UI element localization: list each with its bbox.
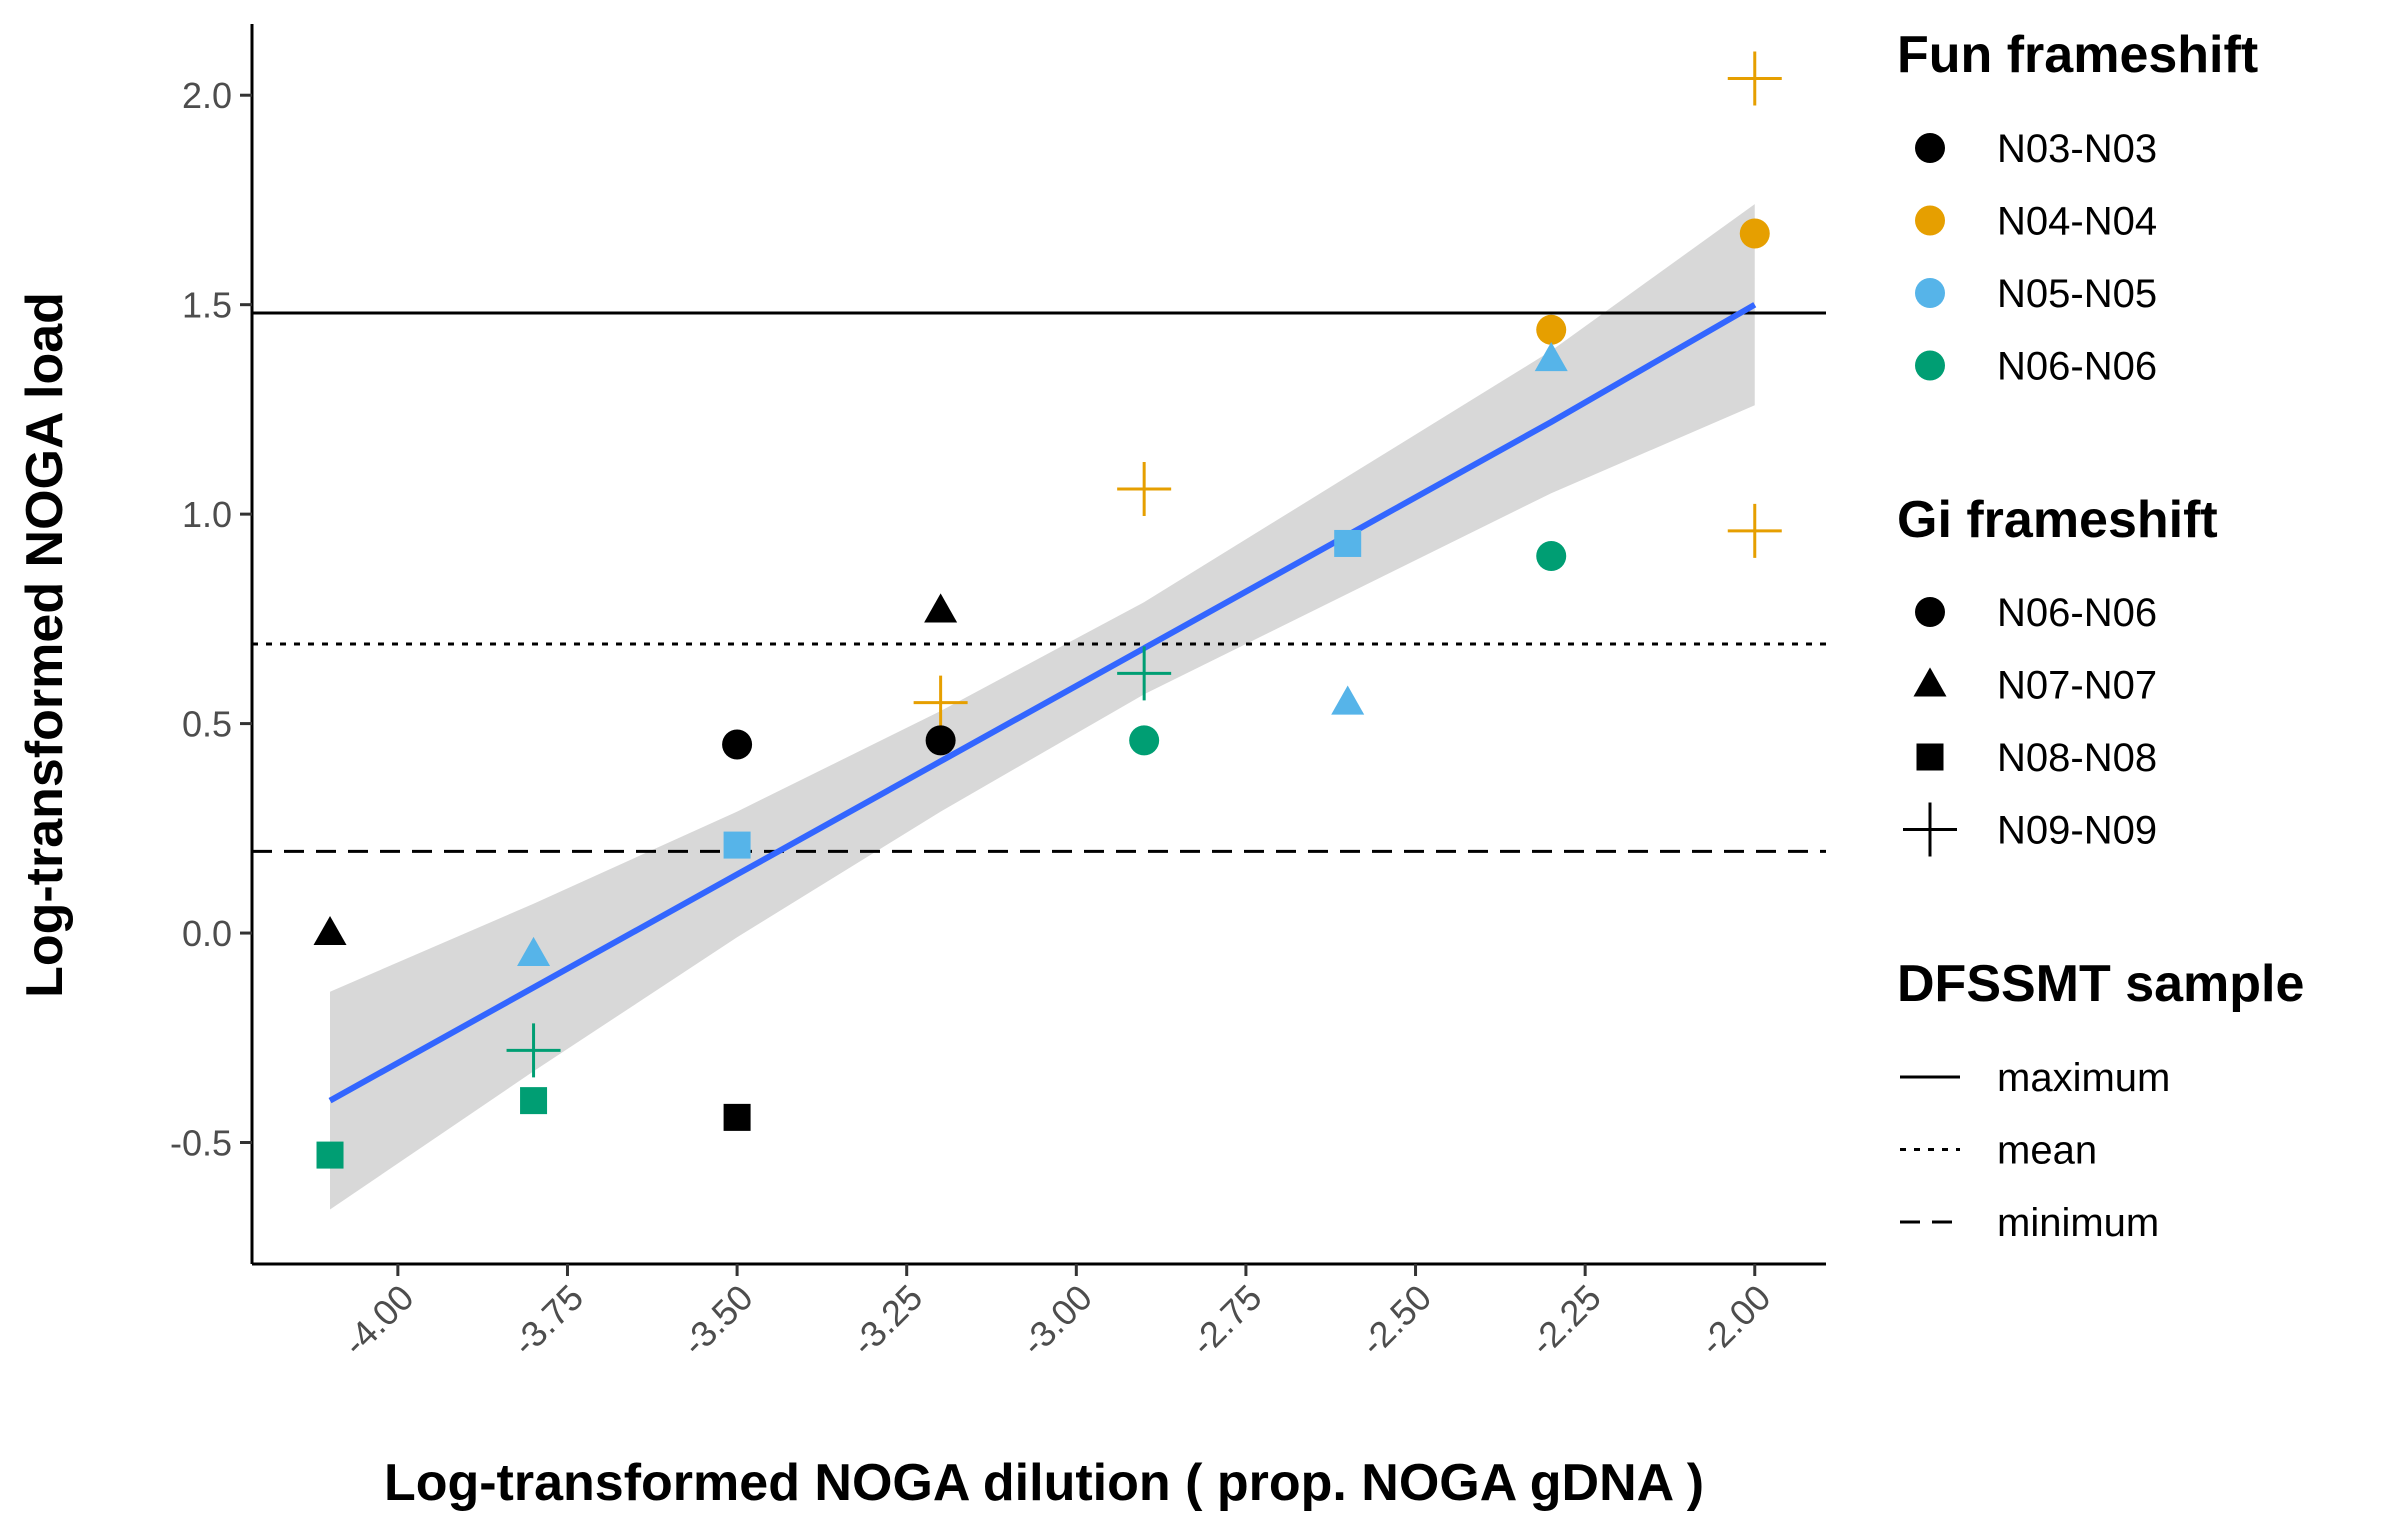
legend-key (1915, 278, 1945, 308)
x-tick-label: -3.50 (674, 1277, 761, 1364)
x-tick-label: -2.25 (1522, 1277, 1609, 1364)
data-point (722, 729, 753, 760)
legend-key (1915, 133, 1945, 163)
legend-title: Fun frameshift (1897, 26, 2258, 84)
data-point (520, 1087, 548, 1115)
x-axis-title: Log-transformed NOGA dilution ( prop. NO… (384, 1454, 1704, 1512)
legend-label: minimum (1997, 1201, 2159, 1245)
data-point (1739, 218, 1770, 249)
legend-label: N07-N07 (1997, 664, 2157, 708)
plot-area (252, 51, 1826, 1210)
y-axis-title: Log-transformed NOGA load (16, 292, 74, 998)
data-point (506, 1023, 561, 1078)
data-point (1534, 342, 1568, 372)
data-point (517, 936, 551, 966)
data-point (913, 675, 968, 730)
y-tick-label: 0.5 (182, 704, 232, 745)
legend-label: mean (1997, 1129, 2097, 1173)
x-tick-label: -3.00 (1013, 1277, 1100, 1364)
data-point (1536, 541, 1567, 572)
legend-label: N06-N06 (1997, 345, 2157, 389)
x-tick-label: -3.75 (504, 1277, 591, 1364)
data-point (1117, 462, 1172, 516)
legend-label: N04-N04 (1997, 200, 2157, 244)
data-point (1129, 725, 1160, 756)
data-point (723, 831, 751, 859)
data-point (1334, 529, 1362, 557)
legend-key (1903, 802, 1957, 857)
legend-key (1913, 667, 1947, 697)
legend-label: N05-N05 (1997, 272, 2157, 316)
x-tick-label: -4.00 (335, 1277, 422, 1364)
legend-title: Gi frameshift (1897, 491, 2218, 549)
legend-group: DFSSMT sample maximum mean minimum (1897, 955, 2304, 1245)
data-point (723, 1103, 751, 1131)
legend-key (1916, 743, 1944, 771)
legend-label: N08-N08 (1997, 736, 2157, 780)
data-point (316, 1141, 344, 1169)
x-tick-label: -2.50 (1352, 1277, 1439, 1364)
regression-line (328, 302, 1757, 1104)
data-point (924, 593, 958, 623)
data-point (313, 915, 347, 946)
y-tick-label: 1.0 (182, 494, 232, 535)
data-point (1536, 314, 1567, 345)
x-tick-label: -2.00 (1691, 1277, 1778, 1364)
x-tick-label: -3.25 (843, 1277, 930, 1364)
legend-group: Fun frameshift N03-N03 N04-N04 N05-N05 N06-N… (1897, 26, 2258, 389)
data-point (1727, 51, 1782, 106)
data-point (1727, 503, 1782, 558)
legend: Fun frameshift N03-N03 N04-N04 N05-N05 N06-N… (1897, 26, 2304, 1245)
legend-group: Gi frameshift N06-N06 N07-N07 N08-N08 N09-N0… (1897, 491, 2218, 857)
legend-title: DFSSMT sample (1897, 955, 2304, 1013)
legend-key (1915, 597, 1945, 627)
x-tick-label: -2.75 (1183, 1277, 1270, 1364)
y-tick-label: 2.0 (182, 75, 232, 116)
data-point (1117, 646, 1172, 701)
legend-label: N03-N03 (1997, 127, 2157, 171)
data-point (925, 725, 956, 756)
legend-key (1915, 350, 1945, 381)
data-point (1331, 685, 1365, 715)
legend-label: maximum (1997, 1056, 2170, 1100)
y-tick-label: 1.5 (182, 285, 232, 326)
y-tick-label: 0.0 (182, 913, 232, 954)
y-tick-label: -0.5 (170, 1123, 232, 1164)
legend-label: N06-N06 (1997, 591, 2157, 635)
legend-key (1915, 205, 1945, 236)
legend-label: N09-N09 (1997, 809, 2157, 853)
